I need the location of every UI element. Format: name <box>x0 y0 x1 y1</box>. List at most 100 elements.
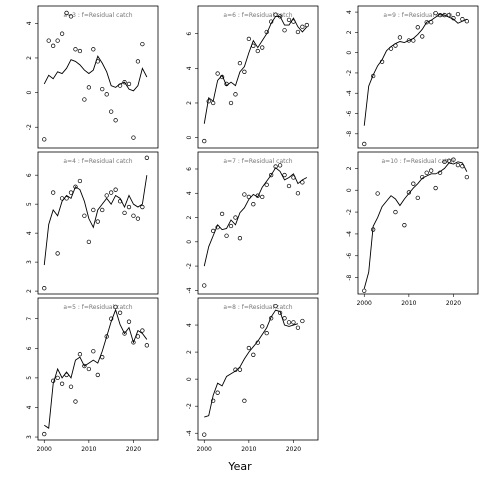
y-tick-label: 4 <box>26 405 33 409</box>
data-point <box>433 10 438 16</box>
y-tick-label: 4 <box>26 231 33 235</box>
y-tick-label: 2 <box>26 289 33 293</box>
y-tick-label: 0 <box>346 51 353 55</box>
data-point <box>269 172 274 178</box>
data-point <box>135 59 141 64</box>
data-point <box>442 12 447 18</box>
data-point <box>446 158 452 163</box>
data-point <box>126 81 132 87</box>
data-point <box>215 71 220 76</box>
data-point <box>113 118 118 123</box>
y-tick-label: 6 <box>26 346 33 350</box>
x-axis-label: Year <box>227 460 252 473</box>
y-tick-label: 2 <box>346 30 353 34</box>
data-point <box>375 191 380 196</box>
y-tick-label: -4 <box>186 287 193 293</box>
y-tick-label: 4 <box>186 66 193 70</box>
data-point <box>273 164 278 169</box>
data-point <box>135 216 141 221</box>
data-point <box>117 199 123 204</box>
data-point <box>91 207 96 213</box>
data-point <box>371 73 376 79</box>
panel-frame <box>357 151 479 295</box>
data-point <box>260 45 265 50</box>
data-point <box>42 137 47 142</box>
data-point <box>113 187 118 192</box>
fit-line <box>43 175 148 266</box>
data-point <box>77 178 83 184</box>
data-point <box>46 38 51 43</box>
data-point <box>269 316 274 321</box>
data-point <box>144 343 150 348</box>
y-tick-label: 4 <box>346 10 353 14</box>
data-point <box>393 209 398 215</box>
data-point <box>273 12 278 17</box>
data-point <box>117 83 123 88</box>
y-tick-label: 0 <box>346 188 353 192</box>
y-tick-label: 4 <box>186 191 193 195</box>
data-point <box>95 372 100 378</box>
panel-5: a=7 : f=Residual catch -4 -2 0 2 4 6 <box>186 151 319 295</box>
panel-2: a=4 : f=Residual catch 2 3 4 5 6 <box>26 151 159 295</box>
data-point <box>100 355 105 360</box>
data-point <box>237 236 243 241</box>
y-tick-label: 3 <box>26 260 33 264</box>
fit-line <box>203 167 308 267</box>
y-tick-label: -2 <box>186 403 193 409</box>
data-point <box>140 41 145 47</box>
x-tick-label: 2000 <box>357 300 372 307</box>
data-point <box>237 61 243 66</box>
data-point <box>420 174 425 180</box>
data-point <box>82 213 87 218</box>
data-point <box>73 184 78 189</box>
y-tick-label: 3 <box>26 435 33 439</box>
data-point <box>269 19 274 24</box>
data-point <box>233 367 238 372</box>
data-point <box>202 283 207 288</box>
y-tick-label: -2 <box>26 124 33 130</box>
data-point <box>95 59 100 64</box>
data-point <box>219 211 225 217</box>
data-point <box>433 185 438 191</box>
data-point <box>424 20 429 25</box>
panel-frame <box>197 5 319 149</box>
y-tick-label: 0 <box>186 136 193 140</box>
y-tick-label: 2 <box>186 215 193 219</box>
data-point <box>286 320 292 325</box>
panel-8: a=10 : f=Residual catch -8 -6 -4 -2 0 2 2000 201… <box>346 151 479 307</box>
data-point <box>393 43 398 48</box>
y-tick-label: -2 <box>186 263 193 269</box>
data-point <box>224 233 229 238</box>
data-point <box>55 375 60 381</box>
data-point <box>233 215 238 220</box>
x-tick-label: 2020 <box>126 446 141 453</box>
data-point <box>91 47 96 52</box>
data-point <box>442 159 447 164</box>
data-point <box>109 190 114 195</box>
data-point <box>82 363 87 369</box>
data-point <box>42 286 47 291</box>
panel-3: a=5 : f=Residual catch 3 4 5 6 7 2000 2010 2020 <box>26 297 159 453</box>
data-point <box>415 25 420 30</box>
data-point <box>109 109 114 114</box>
panel-title: a=7 : f=Residual catch <box>223 158 292 165</box>
data-point <box>77 48 83 54</box>
data-point <box>455 11 461 17</box>
data-point <box>282 28 287 33</box>
panel-frame <box>357 5 479 149</box>
x-tick-label: 2010 <box>401 300 416 307</box>
y-tick-label: -2 <box>346 209 353 215</box>
data-point <box>104 92 109 97</box>
data-point <box>420 34 425 39</box>
data-point <box>211 100 216 106</box>
data-point <box>59 196 65 201</box>
data-point <box>295 29 301 35</box>
data-point <box>282 316 287 321</box>
data-point <box>429 168 434 173</box>
data-point <box>131 340 136 345</box>
y-tick-label: -4 <box>186 430 193 436</box>
fit-line <box>363 13 468 126</box>
data-point <box>126 319 132 324</box>
y-tick-label: 6 <box>186 32 193 36</box>
